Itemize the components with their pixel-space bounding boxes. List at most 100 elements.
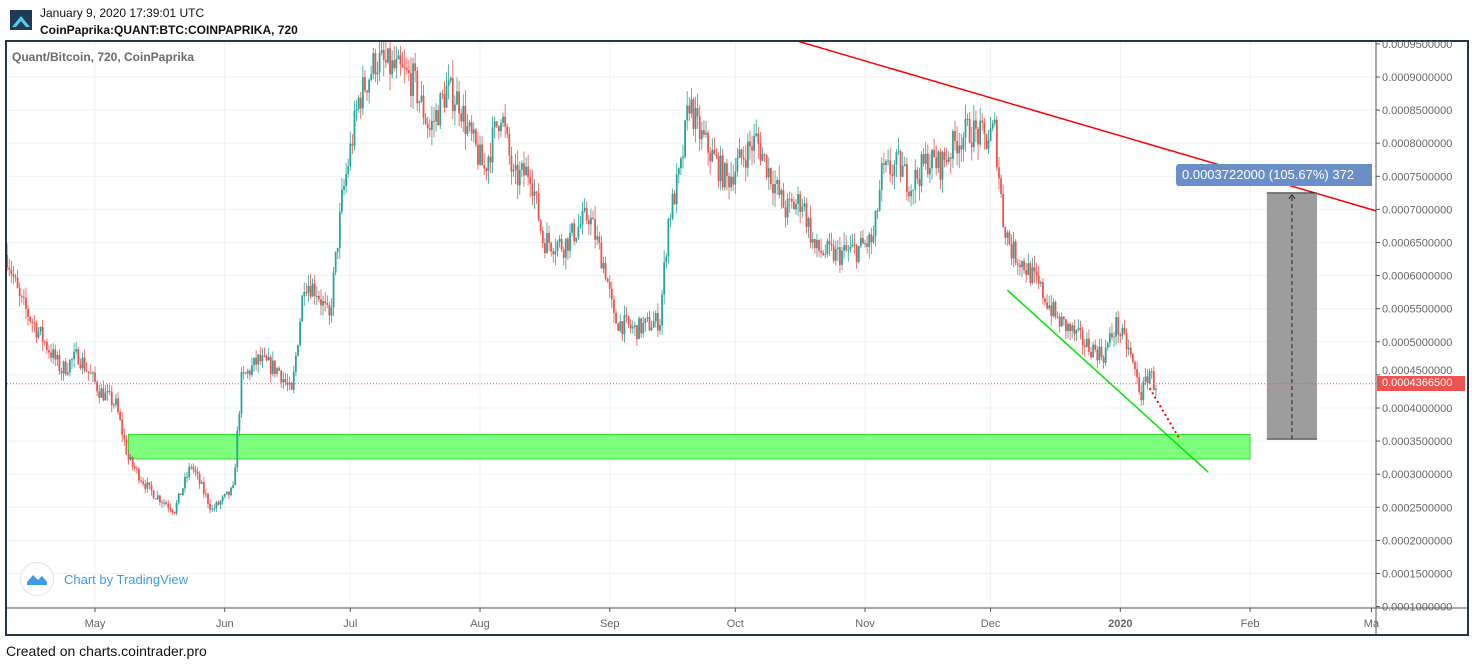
candle — [705, 132, 707, 135]
candle — [221, 496, 224, 502]
series-legend: Quant/Bitcoin, 720, CoinPaprika — [12, 50, 195, 64]
candle — [146, 482, 149, 489]
candle — [520, 163, 523, 170]
candle — [261, 355, 264, 362]
candle — [384, 59, 387, 63]
candle — [1065, 319, 1067, 332]
candle — [366, 90, 368, 93]
candle — [267, 357, 270, 361]
tradingview-text: Chart by TradingView — [64, 571, 189, 587]
candle — [1113, 336, 1115, 338]
candle — [412, 63, 414, 97]
candle — [1016, 263, 1019, 265]
candle — [1119, 334, 1122, 336]
candle — [560, 238, 563, 250]
candle — [912, 189, 915, 191]
candle — [933, 149, 935, 158]
candle — [232, 485, 235, 488]
candle — [577, 227, 580, 238]
candle — [428, 128, 431, 130]
candle — [870, 234, 873, 243]
candle — [523, 163, 525, 176]
candle — [301, 296, 304, 322]
candle — [625, 315, 628, 317]
candle — [851, 244, 854, 247]
candle — [1094, 344, 1097, 350]
candle — [470, 122, 473, 134]
candle — [571, 223, 573, 233]
candle — [320, 299, 322, 306]
candle — [506, 126, 509, 134]
candle — [154, 498, 157, 500]
candle — [1048, 305, 1051, 309]
candle — [16, 277, 19, 288]
candle — [460, 113, 463, 122]
candle — [389, 48, 391, 75]
candle — [405, 67, 408, 71]
candle — [1035, 271, 1038, 276]
y-tick-label: 0.0001500000 — [1382, 569, 1452, 581]
candle — [929, 168, 931, 175]
arrow-up-icon — [1288, 194, 1296, 200]
candle — [966, 118, 969, 120]
candle — [1042, 282, 1044, 299]
candle — [439, 93, 442, 126]
candle — [673, 193, 676, 205]
candle — [652, 321, 655, 328]
candle — [161, 502, 163, 504]
candle — [853, 244, 856, 246]
y-tick-label: 0.0009500000 — [1382, 39, 1452, 51]
candle — [380, 50, 383, 54]
candle — [684, 120, 686, 157]
candle — [64, 361, 67, 375]
candle — [541, 230, 544, 244]
candle — [717, 156, 720, 182]
candle — [849, 246, 852, 250]
candle — [711, 149, 714, 162]
candle — [278, 368, 281, 371]
candle — [493, 121, 496, 128]
candle — [445, 85, 448, 108]
candle — [326, 303, 329, 305]
candle — [954, 131, 956, 142]
tradingview-watermark[interactable]: Chart by TradingView — [20, 562, 188, 596]
candle — [939, 151, 942, 180]
candle — [173, 512, 176, 514]
candle — [631, 326, 634, 329]
candle — [265, 355, 268, 361]
candle — [148, 482, 151, 486]
candle — [510, 155, 513, 172]
candle — [529, 177, 532, 184]
candle — [347, 166, 350, 175]
candle — [50, 352, 52, 358]
candle — [525, 166, 527, 176]
candle — [106, 391, 109, 393]
candle — [659, 325, 661, 331]
candle — [315, 295, 318, 297]
candle — [138, 468, 140, 481]
candle — [1039, 282, 1042, 284]
candle — [108, 391, 111, 393]
candle — [79, 364, 82, 368]
candle — [334, 251, 337, 273]
candle — [194, 469, 197, 472]
candle — [738, 149, 741, 159]
candle — [39, 326, 42, 332]
candle — [7, 255, 9, 268]
candle — [552, 251, 555, 255]
candle — [330, 307, 333, 316]
candle — [131, 457, 134, 467]
candle — [77, 349, 80, 365]
candle — [430, 120, 433, 130]
candle — [937, 151, 940, 169]
candle — [1083, 345, 1086, 347]
candle — [1154, 388, 1157, 390]
y-tick-label: 0.0005000000 — [1382, 337, 1452, 349]
candle — [236, 430, 239, 468]
candle — [1046, 302, 1048, 309]
candle — [215, 502, 218, 509]
candle — [487, 156, 490, 172]
candle — [1023, 261, 1025, 271]
x-tick-label: Sep — [600, 618, 620, 630]
